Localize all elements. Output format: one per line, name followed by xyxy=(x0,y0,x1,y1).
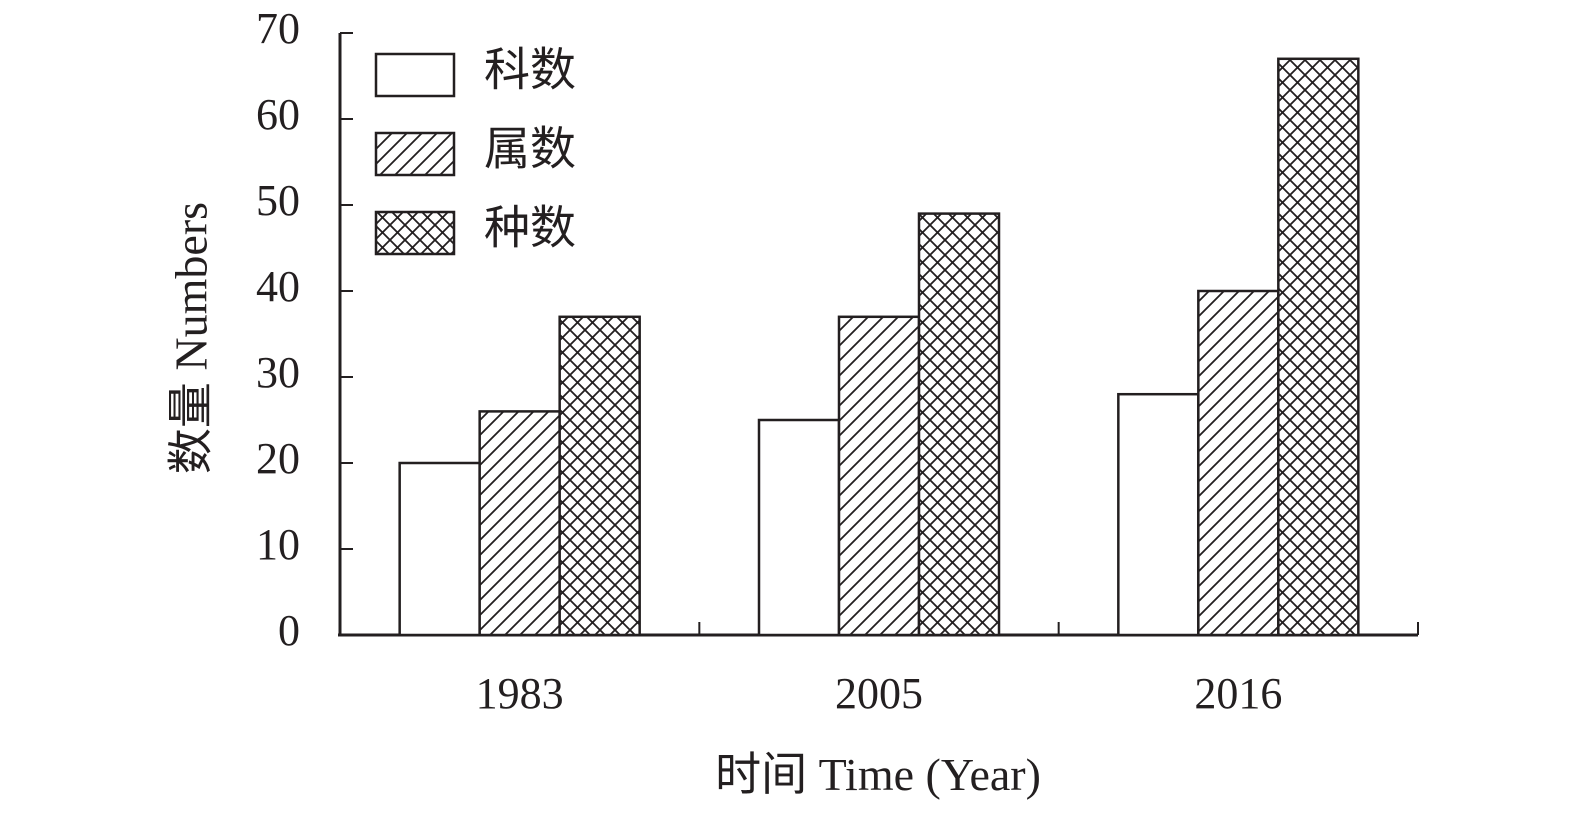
y-tick-label: 70 xyxy=(256,4,300,53)
legend-label-1: 科数 xyxy=(484,45,576,96)
x-tick-label: 1983 xyxy=(476,669,564,718)
bar-2016-series-2 xyxy=(1197,289,1280,637)
x-tick-label: 2005 xyxy=(835,669,923,718)
bar-1983-series-2 xyxy=(478,410,561,637)
y-tick-label: 30 xyxy=(256,348,300,397)
bar-2005-series-2 xyxy=(837,315,921,637)
bar-1983-series-3 xyxy=(558,315,641,637)
y-tick-label: 20 xyxy=(256,434,300,483)
bar-2016-series-1 xyxy=(1117,392,1200,637)
bar-2005-series-1 xyxy=(757,418,841,637)
bar-2005-series-3 xyxy=(917,212,1001,637)
y-tick-label: 40 xyxy=(256,262,300,311)
bar-1983-series-1 xyxy=(398,461,481,637)
legend-swatch-1 xyxy=(374,52,456,98)
y-tick-label: 0 xyxy=(278,606,300,655)
legend-label-2: 属数 xyxy=(484,124,576,175)
x-axis-label: 时间 Time (Year) xyxy=(715,749,1041,800)
bar-2016-series-3 xyxy=(1277,57,1360,637)
bars xyxy=(398,57,1360,637)
legend-swatch-2 xyxy=(374,131,456,177)
y-tick-label: 60 xyxy=(256,90,300,139)
y-ticks: 0 10 20 30 40 50 60 70 xyxy=(256,4,353,655)
y-tick-label: 50 xyxy=(256,176,300,225)
y-tick-label: 10 xyxy=(256,520,300,569)
legend-swatch-3 xyxy=(374,210,456,256)
legend-label-3: 种数 xyxy=(484,203,576,254)
x-ticks: 1983 2005 2016 xyxy=(476,622,1419,718)
x-tick-label: 2016 xyxy=(1194,669,1282,718)
y-axis-label: 数量 Numbers xyxy=(166,202,217,474)
